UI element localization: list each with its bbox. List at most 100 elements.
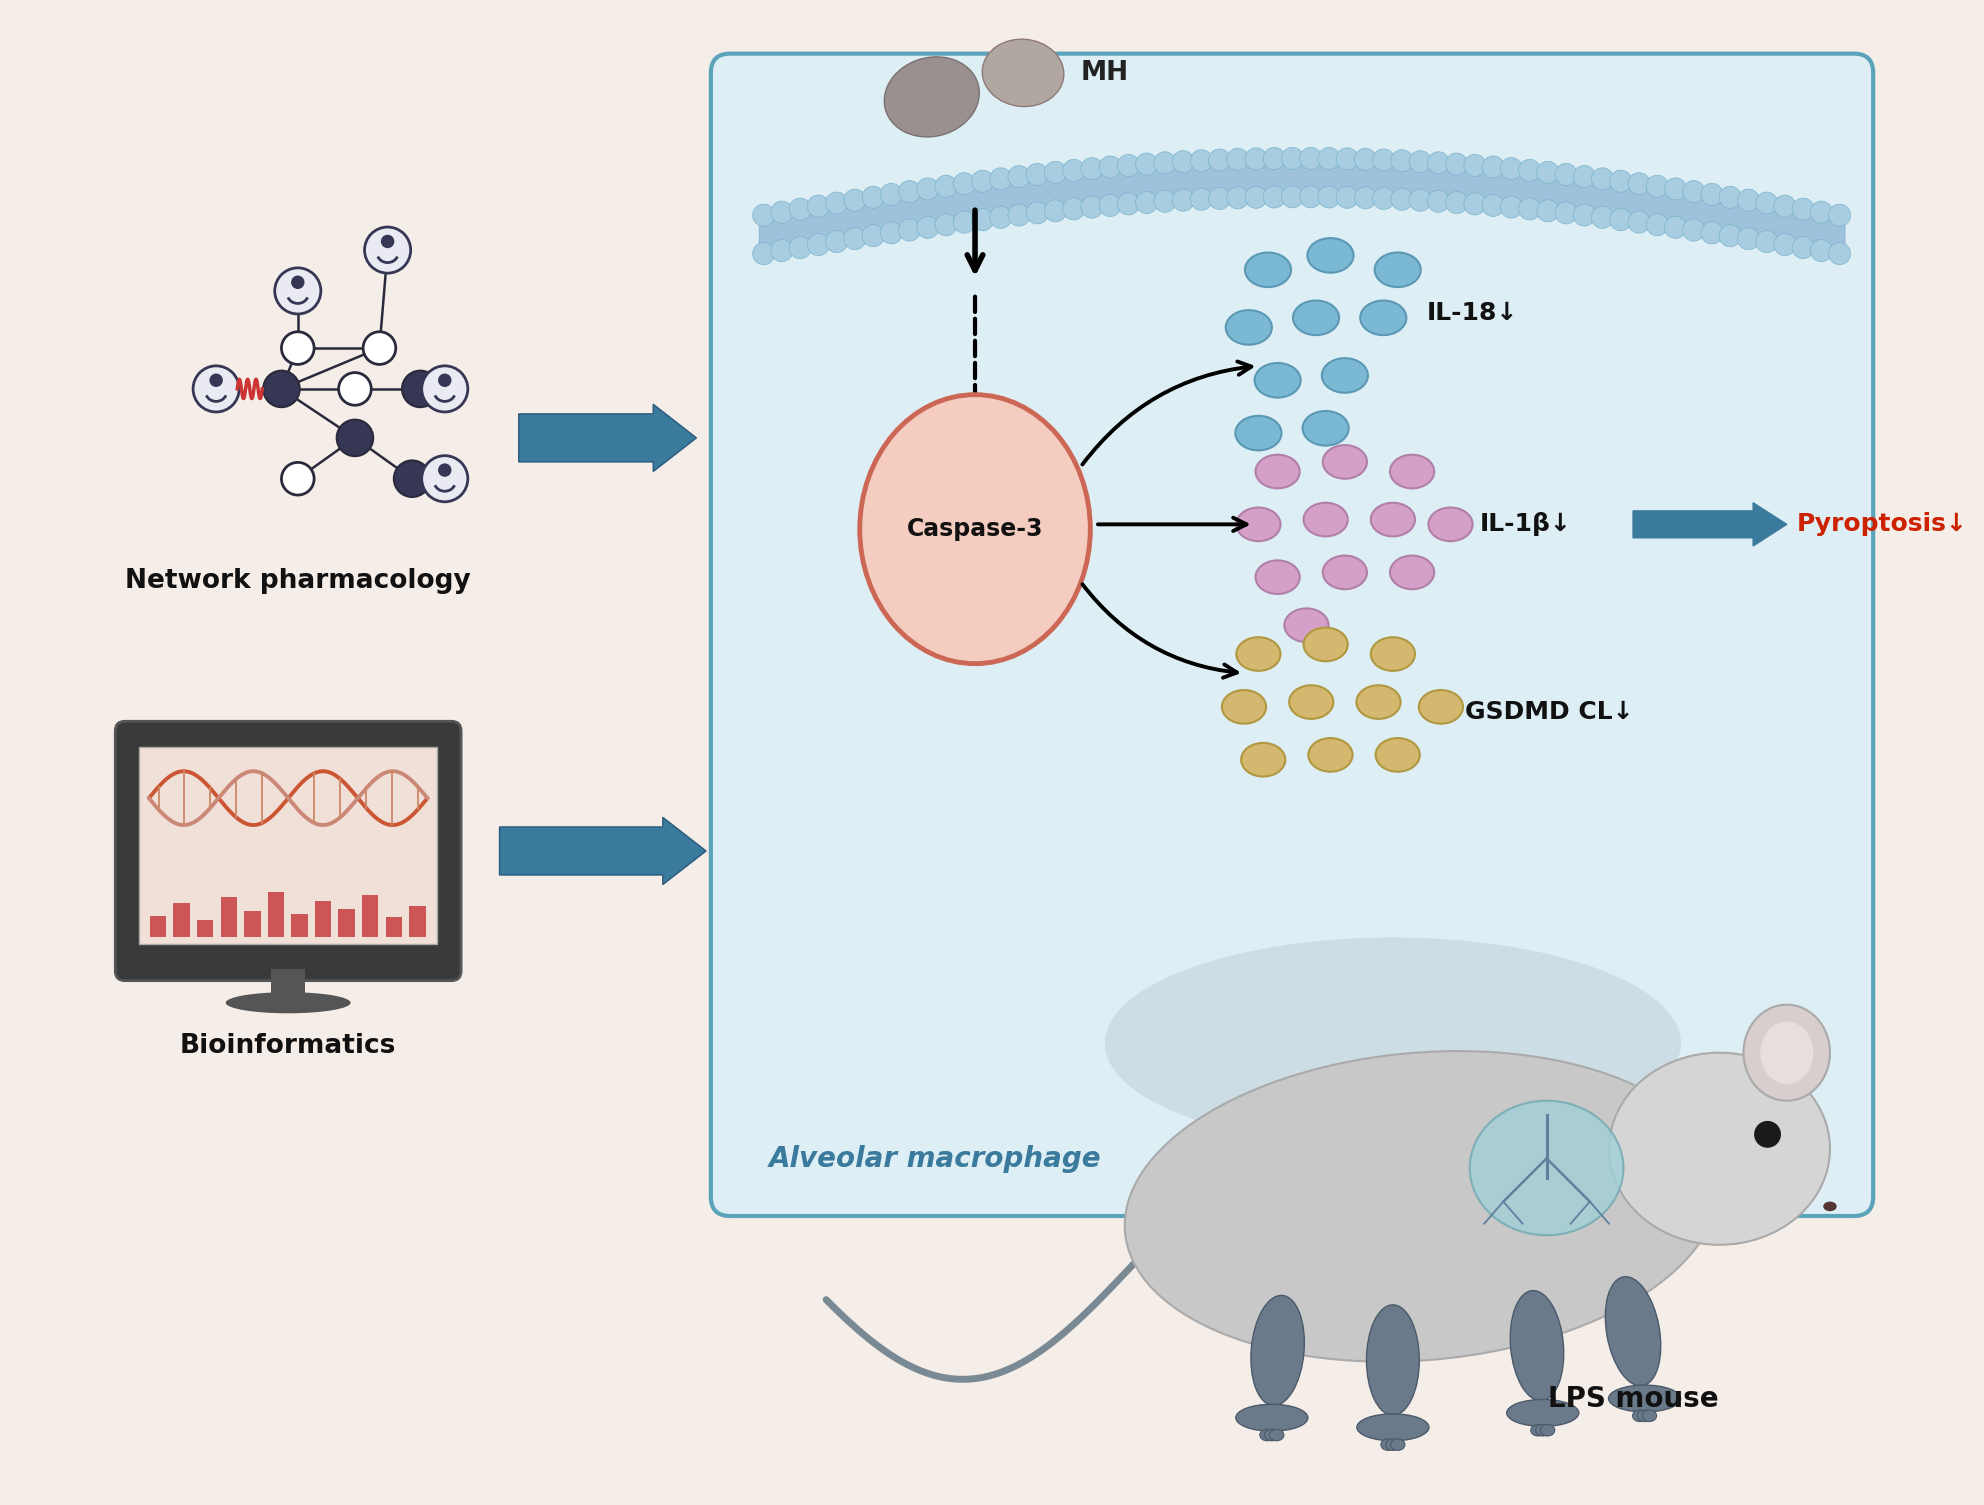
Circle shape (264, 370, 300, 408)
Bar (196, 920, 214, 938)
Ellipse shape (1105, 938, 1680, 1148)
Ellipse shape (1125, 1050, 1718, 1362)
Circle shape (292, 275, 304, 289)
FancyArrow shape (500, 817, 706, 885)
Ellipse shape (1246, 253, 1292, 287)
Circle shape (1044, 161, 1067, 184)
Circle shape (1282, 147, 1303, 170)
Circle shape (1591, 206, 1613, 229)
Circle shape (381, 235, 395, 248)
Circle shape (1718, 187, 1742, 208)
Ellipse shape (1609, 1385, 1680, 1412)
Circle shape (843, 227, 865, 250)
Circle shape (899, 220, 921, 241)
Circle shape (438, 373, 452, 387)
Ellipse shape (1303, 411, 1349, 445)
Circle shape (1246, 187, 1268, 208)
Bar (292, 914, 308, 938)
Circle shape (1426, 152, 1450, 175)
Ellipse shape (1428, 507, 1472, 542)
Circle shape (1756, 230, 1778, 253)
Circle shape (1538, 200, 1559, 221)
Ellipse shape (1294, 301, 1339, 336)
Circle shape (1665, 217, 1686, 238)
Circle shape (972, 170, 994, 193)
Circle shape (1829, 205, 1851, 226)
Circle shape (1718, 224, 1742, 247)
FancyArrow shape (1633, 503, 1788, 546)
Text: Caspase-3: Caspase-3 (907, 518, 1044, 542)
Circle shape (917, 178, 938, 200)
Circle shape (1409, 190, 1430, 211)
Circle shape (1300, 185, 1321, 208)
Bar (315, 901, 331, 938)
Ellipse shape (226, 992, 351, 1013)
Circle shape (403, 370, 438, 408)
Circle shape (772, 239, 794, 262)
Ellipse shape (1470, 1100, 1623, 1236)
Text: Bioinformatics: Bioinformatics (181, 1034, 397, 1060)
Ellipse shape (1391, 1439, 1405, 1451)
Circle shape (1573, 166, 1595, 188)
Circle shape (772, 202, 794, 223)
Circle shape (1300, 147, 1321, 170)
Circle shape (972, 209, 994, 230)
Circle shape (952, 211, 976, 233)
Circle shape (1700, 184, 1722, 206)
Circle shape (1738, 190, 1760, 211)
Ellipse shape (1357, 1413, 1428, 1440)
Circle shape (339, 373, 371, 405)
Circle shape (1155, 152, 1177, 175)
Ellipse shape (1375, 737, 1421, 772)
Circle shape (282, 331, 313, 364)
Circle shape (1629, 211, 1651, 233)
Circle shape (1155, 190, 1177, 212)
Ellipse shape (1609, 1052, 1829, 1245)
Ellipse shape (1236, 415, 1282, 450)
Circle shape (1555, 164, 1577, 185)
Circle shape (1099, 157, 1121, 178)
Circle shape (1629, 173, 1651, 194)
Text: IL-18↓: IL-18↓ (1426, 301, 1518, 325)
Ellipse shape (1357, 685, 1401, 719)
Circle shape (337, 420, 373, 456)
Ellipse shape (1375, 253, 1421, 287)
Circle shape (1117, 193, 1139, 215)
Circle shape (1190, 188, 1212, 211)
Ellipse shape (1323, 445, 1367, 479)
Circle shape (1355, 187, 1377, 209)
Bar (220, 897, 236, 938)
Circle shape (1008, 205, 1030, 226)
Text: IL-1β↓: IL-1β↓ (1480, 512, 1571, 536)
Circle shape (1792, 199, 1813, 220)
Circle shape (210, 373, 222, 387)
Ellipse shape (1532, 1424, 1546, 1436)
Circle shape (1335, 147, 1359, 170)
Circle shape (1464, 155, 1486, 176)
Circle shape (825, 230, 847, 253)
Text: LPS mouse: LPS mouse (1548, 1385, 1718, 1413)
Circle shape (395, 461, 431, 497)
Ellipse shape (1510, 1291, 1563, 1401)
Ellipse shape (1536, 1424, 1550, 1436)
Circle shape (1409, 150, 1430, 173)
Circle shape (1774, 233, 1796, 256)
Circle shape (1264, 187, 1286, 208)
Circle shape (1173, 150, 1194, 173)
Ellipse shape (1290, 685, 1333, 719)
Ellipse shape (1256, 455, 1300, 488)
Circle shape (1665, 178, 1686, 200)
Bar (409, 906, 425, 938)
Circle shape (438, 464, 452, 477)
Circle shape (881, 184, 903, 206)
Circle shape (952, 173, 976, 194)
Circle shape (1135, 191, 1159, 214)
Text: Pyroptosis↓: Pyroptosis↓ (1796, 512, 1968, 536)
Circle shape (1446, 154, 1468, 175)
Ellipse shape (1643, 1410, 1657, 1422)
Circle shape (1792, 236, 1813, 259)
Circle shape (1756, 193, 1778, 214)
Ellipse shape (1256, 560, 1300, 594)
Ellipse shape (859, 394, 1091, 664)
Circle shape (1099, 194, 1121, 217)
